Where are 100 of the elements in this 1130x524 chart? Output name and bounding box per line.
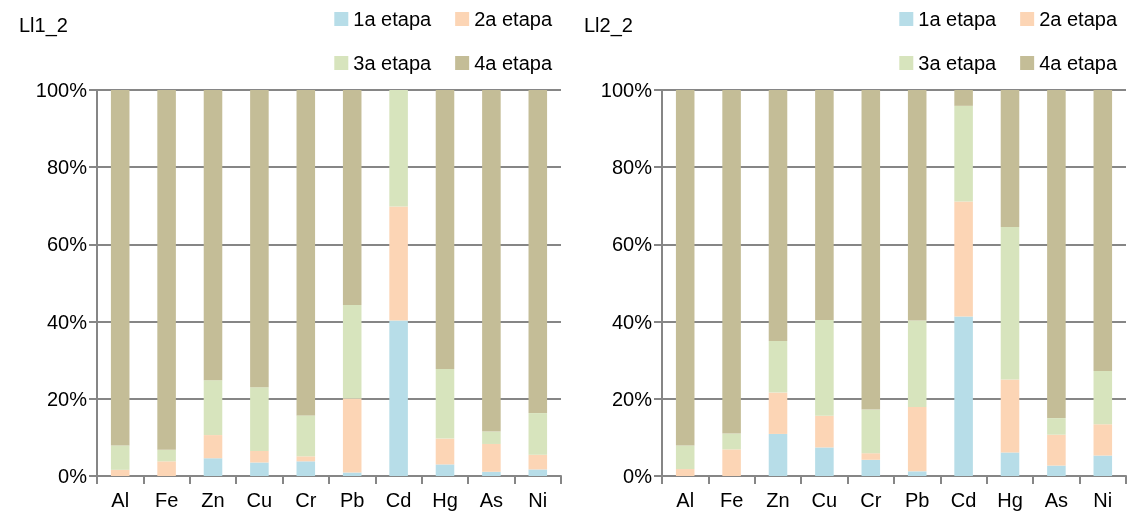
legend-label: 4a etapa — [1039, 52, 1118, 74]
x-tick-label: Cd — [950, 489, 977, 511]
bar — [954, 316, 973, 476]
x-tick-label: Cr — [860, 489, 882, 511]
bar — [1093, 90, 1113, 372]
bar — [1000, 227, 1020, 380]
y-tick-label: 20% — [46, 387, 88, 410]
bar — [528, 413, 548, 455]
x-tick-label: Cd — [385, 489, 412, 511]
bar — [768, 433, 788, 476]
bar — [203, 90, 223, 381]
bar — [203, 380, 223, 436]
bar — [815, 320, 834, 416]
bar — [250, 450, 269, 463]
bar — [482, 443, 501, 472]
bar — [675, 90, 695, 446]
bar — [110, 90, 130, 446]
bar — [482, 471, 501, 476]
legend-label: 2a etapa — [1039, 8, 1118, 30]
bar — [722, 90, 741, 434]
x-tick-label: Zn — [766, 489, 790, 511]
bar — [675, 469, 695, 476]
x-tick-label: Zn — [201, 489, 225, 511]
bar — [954, 201, 973, 317]
x-tick-label: Fe — [154, 489, 179, 511]
x-tick-label: Fe — [719, 489, 744, 511]
bar — [1000, 379, 1020, 453]
bar — [1047, 434, 1066, 466]
bar — [1093, 455, 1113, 476]
chart-title: Ll2_2 — [584, 14, 633, 37]
bar — [296, 90, 316, 416]
legend-label: 3a etapa — [353, 52, 433, 74]
bar — [907, 406, 927, 472]
x-tick-label: Ni — [528, 489, 548, 511]
bar — [722, 449, 741, 476]
y-tick-label: 40% — [611, 310, 653, 333]
x-tick-label: Cr — [295, 489, 317, 511]
bar — [1093, 371, 1113, 425]
bar — [435, 90, 455, 370]
bar — [157, 90, 176, 450]
bar — [435, 464, 455, 476]
y-tick-label: 0% — [58, 465, 88, 487]
x-tick-label: Cu — [811, 489, 838, 511]
bar — [1093, 424, 1113, 456]
bar — [389, 320, 408, 476]
y-tick-label: 20% — [611, 387, 653, 410]
bar — [389, 206, 408, 321]
bar — [768, 340, 788, 393]
x-tick-label: Al — [676, 489, 695, 511]
bar — [296, 456, 316, 462]
bar — [861, 409, 881, 454]
bar — [954, 90, 973, 106]
y-tick-label: 40% — [46, 310, 88, 333]
y-tick-label: 80% — [46, 156, 88, 179]
y-tick-label: 100% — [600, 79, 653, 101]
x-tick-label: Al — [111, 489, 130, 511]
y-tick-label: 100% — [35, 79, 88, 101]
bar — [435, 438, 455, 465]
bar — [768, 392, 788, 434]
bar — [768, 90, 788, 341]
bar — [954, 105, 973, 202]
bar — [435, 369, 455, 439]
bar — [389, 90, 408, 207]
x-tick-label: Hg — [997, 489, 1023, 511]
legend-label: 4a etapa — [474, 52, 553, 74]
x-tick-label: Pb — [904, 489, 930, 511]
bar — [1047, 90, 1066, 419]
x-tick-label: Ni — [1093, 489, 1113, 511]
bar — [250, 90, 269, 388]
bar — [861, 459, 881, 476]
y-tick-label: 80% — [611, 156, 653, 179]
bar — [1000, 90, 1020, 228]
bar — [250, 387, 269, 451]
bar — [110, 469, 130, 476]
bar — [528, 454, 548, 470]
chart-title: Ll1_2 — [19, 14, 68, 37]
bar — [528, 469, 548, 476]
bar — [1047, 418, 1066, 435]
bar — [1000, 452, 1020, 476]
bar — [907, 320, 927, 407]
legend-label: 1a etapa — [918, 8, 998, 30]
bar — [528, 90, 548, 414]
legend-label: 3a etapa — [918, 52, 998, 74]
bar — [861, 453, 881, 460]
bar — [861, 90, 881, 410]
x-tick-label: Pb — [339, 489, 365, 511]
legend-label: 1a etapa — [353, 8, 433, 30]
bar — [203, 435, 223, 459]
bar — [815, 90, 834, 321]
bar — [296, 461, 316, 476]
legend-label: 2a etapa — [474, 8, 553, 30]
bar — [482, 431, 501, 444]
bar — [157, 461, 176, 476]
bar — [907, 471, 927, 476]
bar — [296, 415, 316, 457]
bar — [342, 90, 362, 305]
bar — [203, 458, 223, 476]
bar — [110, 445, 130, 470]
bar — [815, 415, 834, 448]
y-tick-label: 0% — [623, 465, 653, 487]
